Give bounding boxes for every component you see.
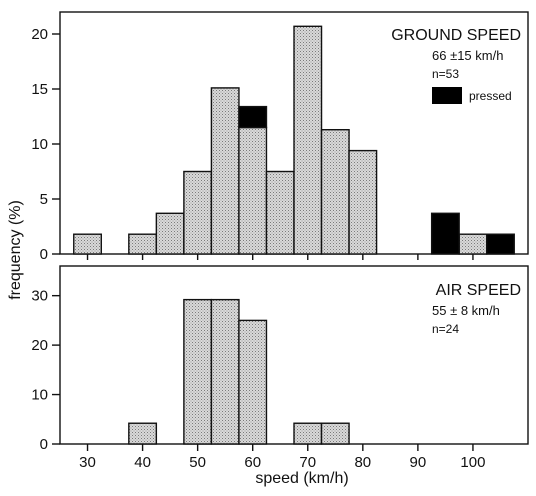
air-y-tick-label-10: 10 <box>31 387 48 404</box>
air-bar-75 <box>320 422 350 445</box>
ground-title: GROUND SPEED <box>391 27 521 44</box>
ground-bar-55 <box>210 87 240 255</box>
air-y-tick-label-0: 0 <box>40 436 48 453</box>
ground-bar-pressed-60 <box>238 105 268 129</box>
x-tick-label-90: 90 <box>410 454 427 471</box>
ground-bar-75 <box>320 128 350 255</box>
ground-y-tick-label-10: 10 <box>31 136 48 153</box>
air-y-axis: 0 10 20 30 <box>31 288 60 453</box>
x-tick-label-60: 60 <box>244 454 261 471</box>
x-tick-label-70: 70 <box>299 454 316 471</box>
x-tick-label-80: 80 <box>354 454 371 471</box>
air-bar-40 <box>128 422 158 445</box>
legend-pressed-swatch <box>432 87 462 104</box>
ground-y-tick-label-5: 5 <box>40 191 48 208</box>
ground-bar-45 <box>155 212 185 255</box>
ground-bar-pressed-95 <box>430 212 460 255</box>
air-bar-70 <box>293 422 323 445</box>
air-y-tick-label-30: 30 <box>31 288 48 305</box>
legend-pressed-label: pressed <box>469 89 512 103</box>
ground-bar-pressed-105 <box>486 233 515 255</box>
x-tick-label-40: 40 <box>134 454 151 471</box>
ground-bar-65 <box>265 170 295 255</box>
ground-bar-80 <box>348 149 378 255</box>
ground-y-tick-label-20: 20 <box>31 26 48 43</box>
air-bar-60 <box>238 319 268 445</box>
air-bar-50 <box>183 298 213 445</box>
air-y-tick-label-20: 20 <box>31 337 48 354</box>
y-axis-label: frequency (%) <box>7 200 24 300</box>
ground-bar-60 <box>238 126 268 255</box>
x-tick-label-30: 30 <box>79 454 96 471</box>
x-axis: 30 40 50 60 70 80 90 100 <box>79 254 485 471</box>
ground-bar-50 <box>183 170 213 255</box>
x-tick-label-50: 50 <box>189 454 206 471</box>
ground-n: n=53 <box>432 67 459 81</box>
ground-bar-30 <box>73 233 102 255</box>
ground-bars <box>73 25 515 255</box>
ground-bar-70 <box>293 25 323 255</box>
ground-y-tick-label-15: 15 <box>31 81 48 98</box>
air-bar-55 <box>210 298 240 445</box>
air-n: n=24 <box>432 322 459 336</box>
x-axis-label: speed (km/h) <box>255 470 348 487</box>
ground-y-axis: 0 5 10 15 20 <box>31 26 60 263</box>
air-mean: 55 ± 8 km/h <box>432 303 500 318</box>
air-bars <box>128 298 350 445</box>
x-tick-label-100: 100 <box>460 454 485 471</box>
ground-bar-100 <box>458 233 488 255</box>
ground-y-tick-label-0: 0 <box>40 246 48 263</box>
air-title: AIR SPEED <box>436 282 521 299</box>
ground-mean: 66 ±15 km/h <box>432 48 503 63</box>
ground-bar-40 <box>128 233 158 255</box>
